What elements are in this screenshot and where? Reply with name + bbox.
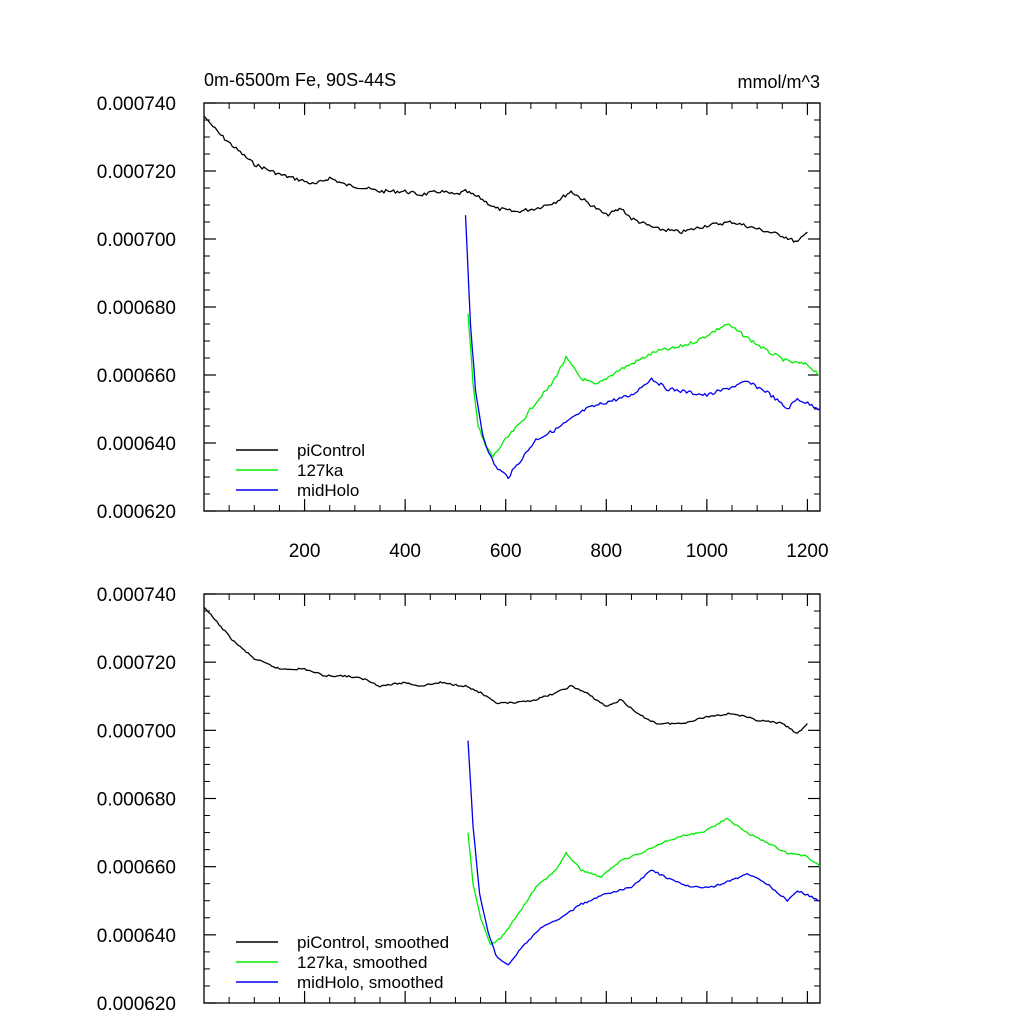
- x-tick-label: 600: [490, 541, 522, 562]
- legend-label: 127ka, smoothed: [297, 953, 427, 972]
- series-line-midholo-smoothed: [467, 740, 821, 966]
- x-tick-label: 1200: [786, 541, 828, 562]
- series-line-picontrol: [204, 116, 808, 243]
- series-line-picontrol-smoothed: [204, 607, 808, 734]
- series-line-midholo: [464, 215, 821, 480]
- legend-label: piControl: [297, 441, 365, 460]
- y-tick-label: 0.000720: [97, 162, 176, 183]
- y-tick-label: 0.000740: [97, 585, 176, 606]
- y-tick-label: 0.000720: [97, 653, 176, 674]
- chart-title: 0m-6500m Fe, 90S-44S: [204, 70, 396, 90]
- legend-label: midHolo, smoothed: [297, 973, 443, 992]
- y-tick-label: 0.000640: [97, 434, 176, 455]
- legend-label: piControl, smoothed: [297, 933, 449, 952]
- y-tick-label: 0.000660: [97, 858, 176, 879]
- x-tick-label: 1000: [686, 541, 728, 562]
- y-tick-label: 0.000660: [97, 366, 176, 387]
- series-line-127ka: [467, 313, 821, 458]
- units-label: mmol/m^3: [738, 72, 820, 92]
- top-panel: 0.000620 0.000640 0.000660 0.000680 0.000700…: [97, 70, 829, 562]
- x-tick-label: 200: [289, 541, 321, 562]
- series-line-127ka-smoothed: [467, 817, 821, 946]
- y-tick-label: 0.000620: [97, 994, 176, 1015]
- legend-label: 127ka: [297, 461, 344, 480]
- bottom-panel: 0.000620 0.000640 0.000660 0.000680 0.000700…: [97, 585, 821, 1015]
- x-tick-label: 800: [590, 541, 622, 562]
- legend-label: midHolo: [297, 481, 359, 500]
- y-tick-label: 0.000700: [97, 230, 176, 251]
- y-tick-label: 0.000640: [97, 926, 176, 947]
- y-tick-label: 0.000680: [97, 298, 176, 319]
- y-tick-label: 0.000680: [97, 790, 176, 811]
- y-tick-label: 0.000700: [97, 721, 176, 742]
- y-tick-label: 0.000740: [97, 94, 176, 115]
- y-tick-label: 0.000620: [97, 502, 176, 523]
- x-tick-label: 400: [389, 541, 421, 562]
